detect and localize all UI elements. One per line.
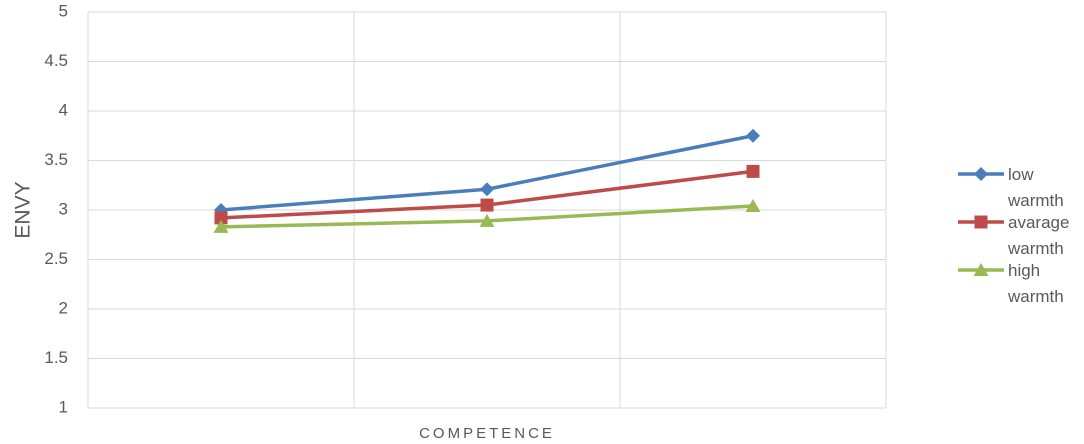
marker	[973, 263, 989, 276]
y-tick-label: 4	[59, 100, 68, 119]
marker	[213, 219, 229, 233]
marker	[974, 167, 988, 181]
y-tick-label: 2	[59, 298, 68, 317]
x-axis-label: COMPETENCE	[419, 425, 555, 442]
legend: low warmth avarage warmth high warmth	[958, 158, 1084, 306]
y-tick-label: 1	[59, 397, 68, 416]
marker	[746, 164, 760, 178]
marker	[214, 211, 228, 225]
y-axis-label: ENVY	[12, 181, 35, 238]
y-tick-label: 2.5	[44, 249, 68, 268]
marker	[480, 198, 494, 212]
marker	[745, 199, 761, 213]
marker	[479, 213, 495, 227]
legend-label: avarage warmth	[1008, 213, 1070, 258]
legend-swatch	[958, 263, 1004, 276]
legend-entry: avarage warmth	[958, 206, 1084, 258]
y-tick-label: 3.5	[44, 150, 68, 169]
y-tick-label: 5	[59, 1, 68, 20]
y-tick-label: 1.5	[44, 348, 68, 367]
marker	[974, 215, 988, 229]
legend-entry: low warmth	[958, 158, 1084, 210]
marker	[746, 128, 760, 143]
legend-label: low warmth	[1008, 165, 1064, 210]
y-tick-label: 4.5	[44, 51, 68, 70]
legend-swatch	[958, 167, 1004, 181]
legend-entry: high warmth	[958, 254, 1084, 306]
y-tick-label: 3	[59, 199, 68, 218]
legend-swatch	[958, 215, 1004, 229]
marker	[480, 182, 494, 197]
legend-label: high warmth	[1008, 261, 1064, 306]
